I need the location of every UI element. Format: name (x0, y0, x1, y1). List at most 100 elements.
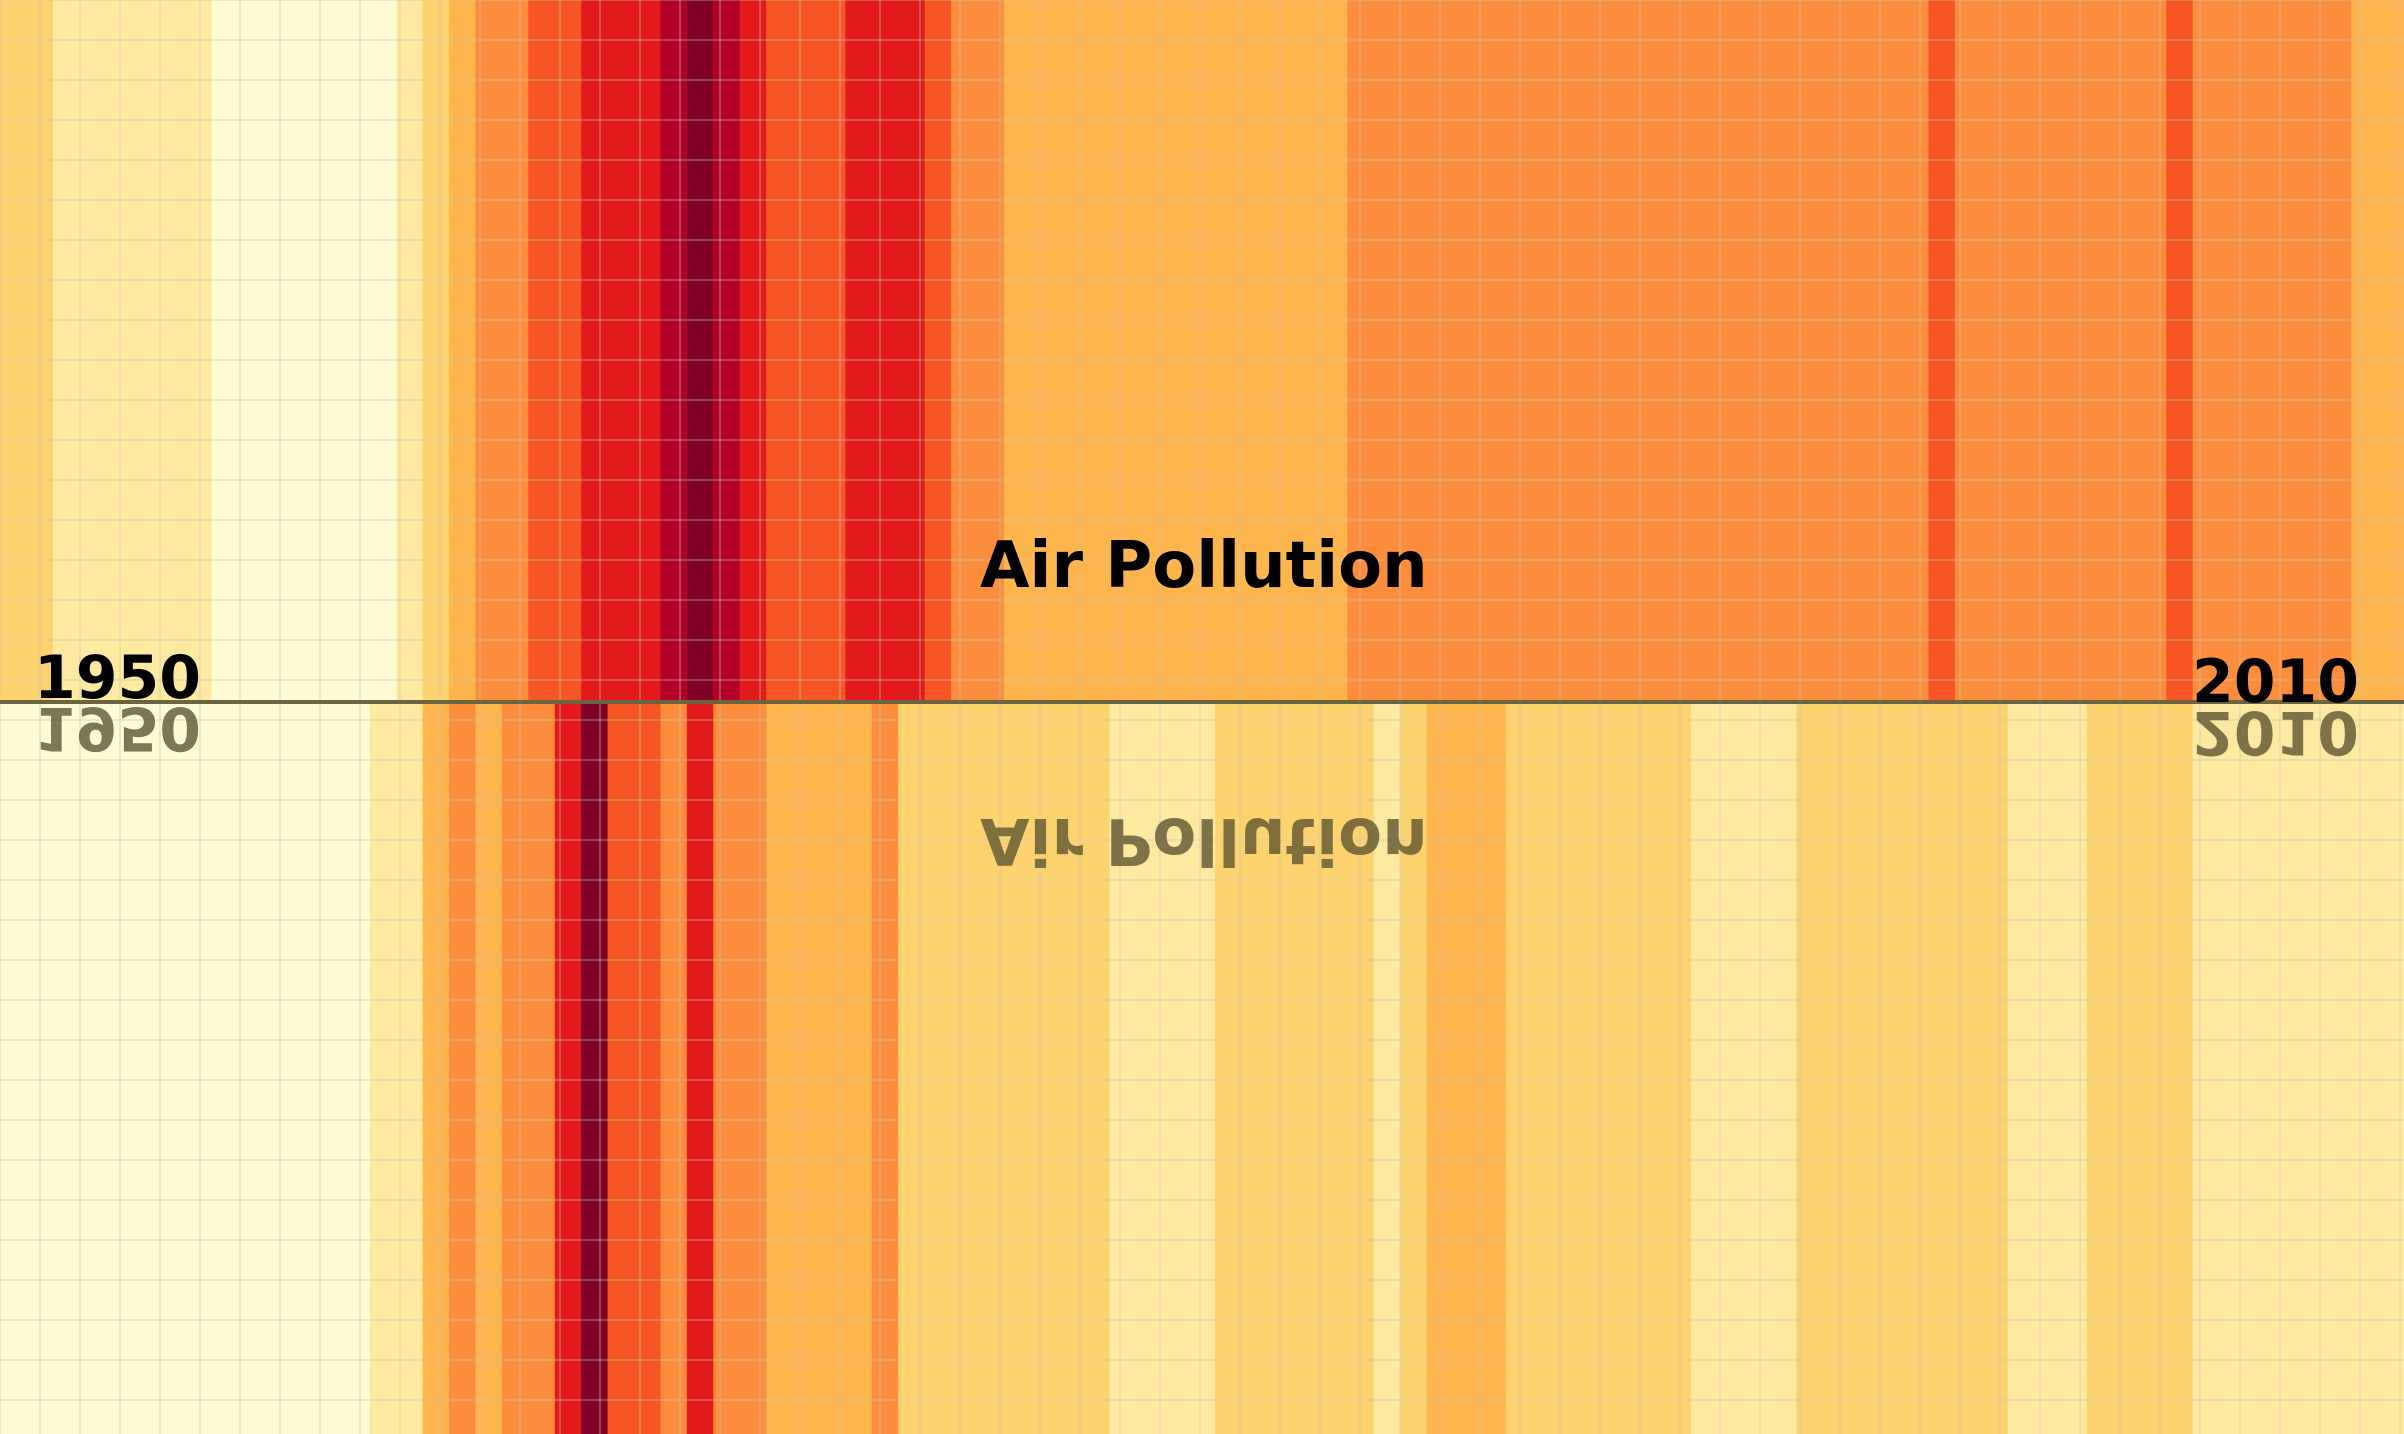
upper-heat-column (423, 0, 450, 702)
lower-heat-column (1849, 702, 1876, 1434)
lower-heat-column (2008, 702, 2035, 1434)
lower-heat-column (634, 702, 661, 1434)
upper-heat-column (132, 0, 159, 702)
lower-heat-column (1611, 702, 1638, 1434)
lower-heat-column (449, 702, 476, 1434)
upper-heat-column (449, 0, 476, 702)
lower-heat-column (317, 702, 344, 1434)
lower-heat-column (343, 702, 370, 1434)
lower-heat-column (2325, 702, 2352, 1434)
upper-heat-column (79, 0, 106, 702)
lower-heat-column (1691, 702, 1718, 1434)
lower-heat-column (79, 702, 106, 1434)
upper-heat-column (291, 0, 318, 702)
upper-heat-column (502, 0, 529, 702)
lower-heat-column (1717, 702, 1744, 1434)
upper-heat-column (1849, 0, 1876, 702)
lower-heat-column (1770, 702, 1797, 1434)
lower-heat-column (264, 702, 291, 1434)
lower-heat-column (1453, 702, 1480, 1434)
upper-heat-column (2325, 0, 2352, 702)
upper-heat-column (898, 0, 925, 702)
upper-heat-column (264, 0, 291, 702)
upper-heat-column (1744, 0, 1771, 702)
upper-heat-column (1717, 0, 1744, 702)
lower-heat-column (1638, 702, 1665, 1434)
lower-heat-column (502, 702, 529, 1434)
upper-heat-column (1638, 0, 1665, 702)
lower-heat-column (1981, 702, 2008, 1434)
upper-heat-column (2087, 0, 2114, 702)
upper-heat-column (1453, 0, 1480, 702)
upper-heat-column (0, 0, 27, 702)
upper-heat-column (819, 0, 846, 702)
lower-heat-column (2113, 702, 2140, 1434)
lower-heat-column (2140, 702, 2167, 1434)
lower-heat-column (608, 702, 635, 1434)
lower-heat-column (2351, 702, 2378, 1434)
lower-heat-column (2166, 702, 2193, 1434)
lower-heat-column (1928, 702, 1955, 1434)
upper-heat-column (1611, 0, 1638, 702)
lower-heat-column (2061, 702, 2088, 1434)
upper-heat-column (2351, 0, 2378, 702)
lower-heat-column (2272, 702, 2299, 1434)
upper-heat-column (2140, 0, 2167, 702)
upper-heat-column (660, 0, 687, 702)
upper-heat-column (740, 0, 767, 702)
lower-heat-column (238, 702, 265, 1434)
chart-title-reflection: Air Pollution (980, 808, 1428, 872)
lower-heat-column (713, 702, 740, 1434)
lower-heat-column (132, 702, 159, 1434)
lower-heat-column (1955, 702, 1982, 1434)
upper-heat-column (2219, 0, 2246, 702)
upper-heat-column (2034, 0, 2061, 702)
upper-heat-column (1928, 0, 1955, 702)
upper-heat-column (925, 0, 952, 702)
upper-heat-column (53, 0, 80, 702)
upper-heat-column (793, 0, 820, 702)
upper-heat-column (317, 0, 344, 702)
lower-heat-column (898, 702, 925, 1434)
lower-heat-column (291, 702, 318, 1434)
lower-heat-column (555, 702, 582, 1434)
start-year-label-reflection: 1950 (34, 698, 201, 758)
upper-heat-column (211, 0, 238, 702)
end-year-label-reflection: 2010 (2192, 702, 2359, 762)
lower-heat-column (740, 702, 767, 1434)
lower-heat-column (2193, 702, 2220, 1434)
lower-heat-column (53, 702, 80, 1434)
upper-heat-column (370, 0, 397, 702)
upper-heat-column (1479, 0, 1506, 702)
upper-heat-column (581, 0, 608, 702)
upper-heat-column (185, 0, 212, 702)
upper-heat-column (872, 0, 899, 702)
upper-heat-column (1585, 0, 1612, 702)
upper-heat-column (845, 0, 872, 702)
upper-heat-column (1664, 0, 1691, 702)
upper-heat-column (2272, 0, 2299, 702)
lower-heat-column (1559, 702, 1586, 1434)
upper-heat-column (951, 0, 978, 702)
lower-heat-column (1902, 702, 1929, 1434)
upper-heat-column (1770, 0, 1797, 702)
lower-heat-column (159, 702, 186, 1434)
lower-heat-column (845, 702, 872, 1434)
lower-heat-column (185, 702, 212, 1434)
upper-heat-column (1955, 0, 1982, 702)
upper-heat-column (1823, 0, 1850, 702)
lower-heat-column (1664, 702, 1691, 1434)
upper-heat-column (608, 0, 635, 702)
upper-heat-column (343, 0, 370, 702)
lower-heat-column (2087, 702, 2114, 1434)
lower-heat-column (211, 702, 238, 1434)
upper-heat-column (1902, 0, 1929, 702)
lower-heat-column (687, 702, 714, 1434)
lower-heat-column (872, 702, 899, 1434)
lower-heat-column (819, 702, 846, 1434)
upper-heat-column (2008, 0, 2035, 702)
lower-heat-column (581, 702, 608, 1434)
lower-heat-column (2219, 702, 2246, 1434)
upper-heat-column (1691, 0, 1718, 702)
